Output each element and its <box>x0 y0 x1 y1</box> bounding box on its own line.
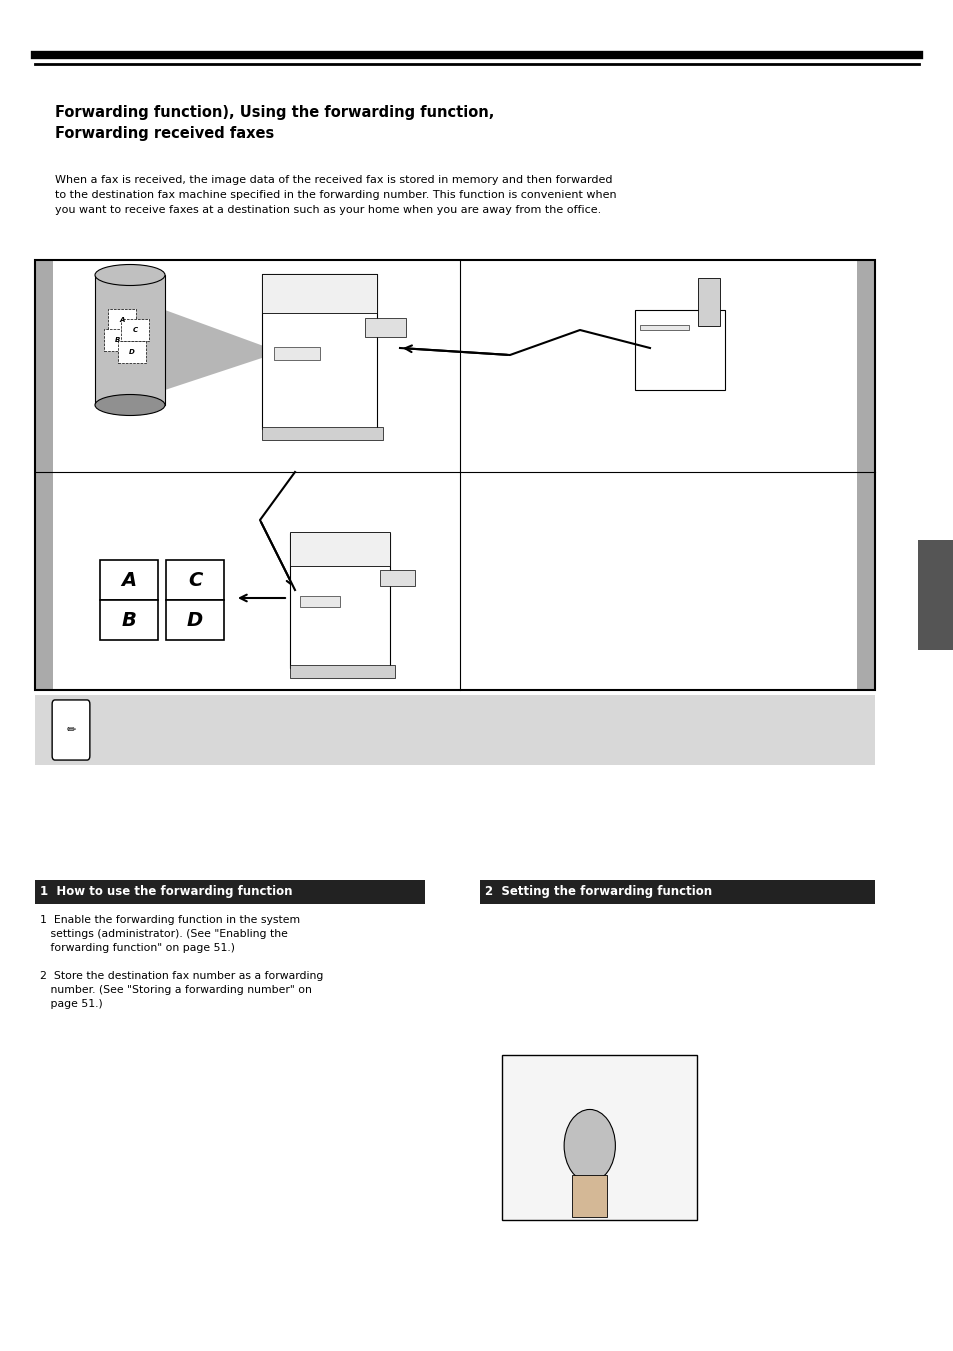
Bar <box>572 1175 607 1217</box>
Bar <box>104 330 132 351</box>
Text: 1  Enable the forwarding function in the system
   settings (administrator). (Se: 1 Enable the forwarding function in the … <box>40 915 323 1009</box>
Bar <box>698 278 720 326</box>
Bar <box>108 309 136 331</box>
Circle shape <box>563 1109 615 1182</box>
Text: 1  How to use the forwarding function: 1 How to use the forwarding function <box>40 885 292 898</box>
Bar <box>639 326 688 330</box>
Text: D: D <box>187 611 203 630</box>
Bar <box>262 427 383 440</box>
FancyBboxPatch shape <box>52 700 90 761</box>
Bar <box>53 259 856 690</box>
Bar <box>166 561 224 600</box>
Text: C: C <box>132 327 137 332</box>
Bar <box>290 532 390 667</box>
Text: A: A <box>121 570 136 589</box>
Ellipse shape <box>95 394 165 416</box>
Bar <box>479 880 874 904</box>
Bar <box>262 274 377 313</box>
Bar <box>166 600 224 640</box>
Bar <box>856 259 874 690</box>
Bar <box>365 317 405 336</box>
Bar <box>35 259 53 690</box>
Ellipse shape <box>95 265 165 285</box>
Bar <box>35 880 424 904</box>
Text: When a fax is received, the image data of the received fax is stored in memory a: When a fax is received, the image data o… <box>55 176 616 215</box>
Bar <box>262 274 377 430</box>
Bar <box>121 319 149 340</box>
Bar <box>501 1055 697 1220</box>
Text: Forwarding function), Using the forwarding function,
Forwarding received faxes: Forwarding function), Using the forwardi… <box>55 105 494 141</box>
Bar <box>118 340 146 363</box>
Bar <box>100 561 158 600</box>
Bar <box>100 600 158 640</box>
Bar <box>299 596 339 607</box>
Text: B: B <box>121 611 136 630</box>
Text: C: C <box>188 570 202 589</box>
Polygon shape <box>165 309 280 390</box>
Bar <box>35 259 874 690</box>
Bar <box>917 540 953 650</box>
Text: D: D <box>129 349 134 355</box>
Text: B: B <box>115 336 121 343</box>
Bar <box>379 570 414 586</box>
Text: ✏: ✏ <box>67 725 75 735</box>
Bar <box>274 347 319 359</box>
Text: A: A <box>119 317 125 323</box>
Text: 2  Setting the forwarding function: 2 Setting the forwarding function <box>484 885 711 898</box>
Bar <box>635 309 724 390</box>
Bar <box>95 276 165 405</box>
Bar <box>290 665 395 678</box>
Bar <box>290 532 390 566</box>
Bar <box>35 694 874 765</box>
